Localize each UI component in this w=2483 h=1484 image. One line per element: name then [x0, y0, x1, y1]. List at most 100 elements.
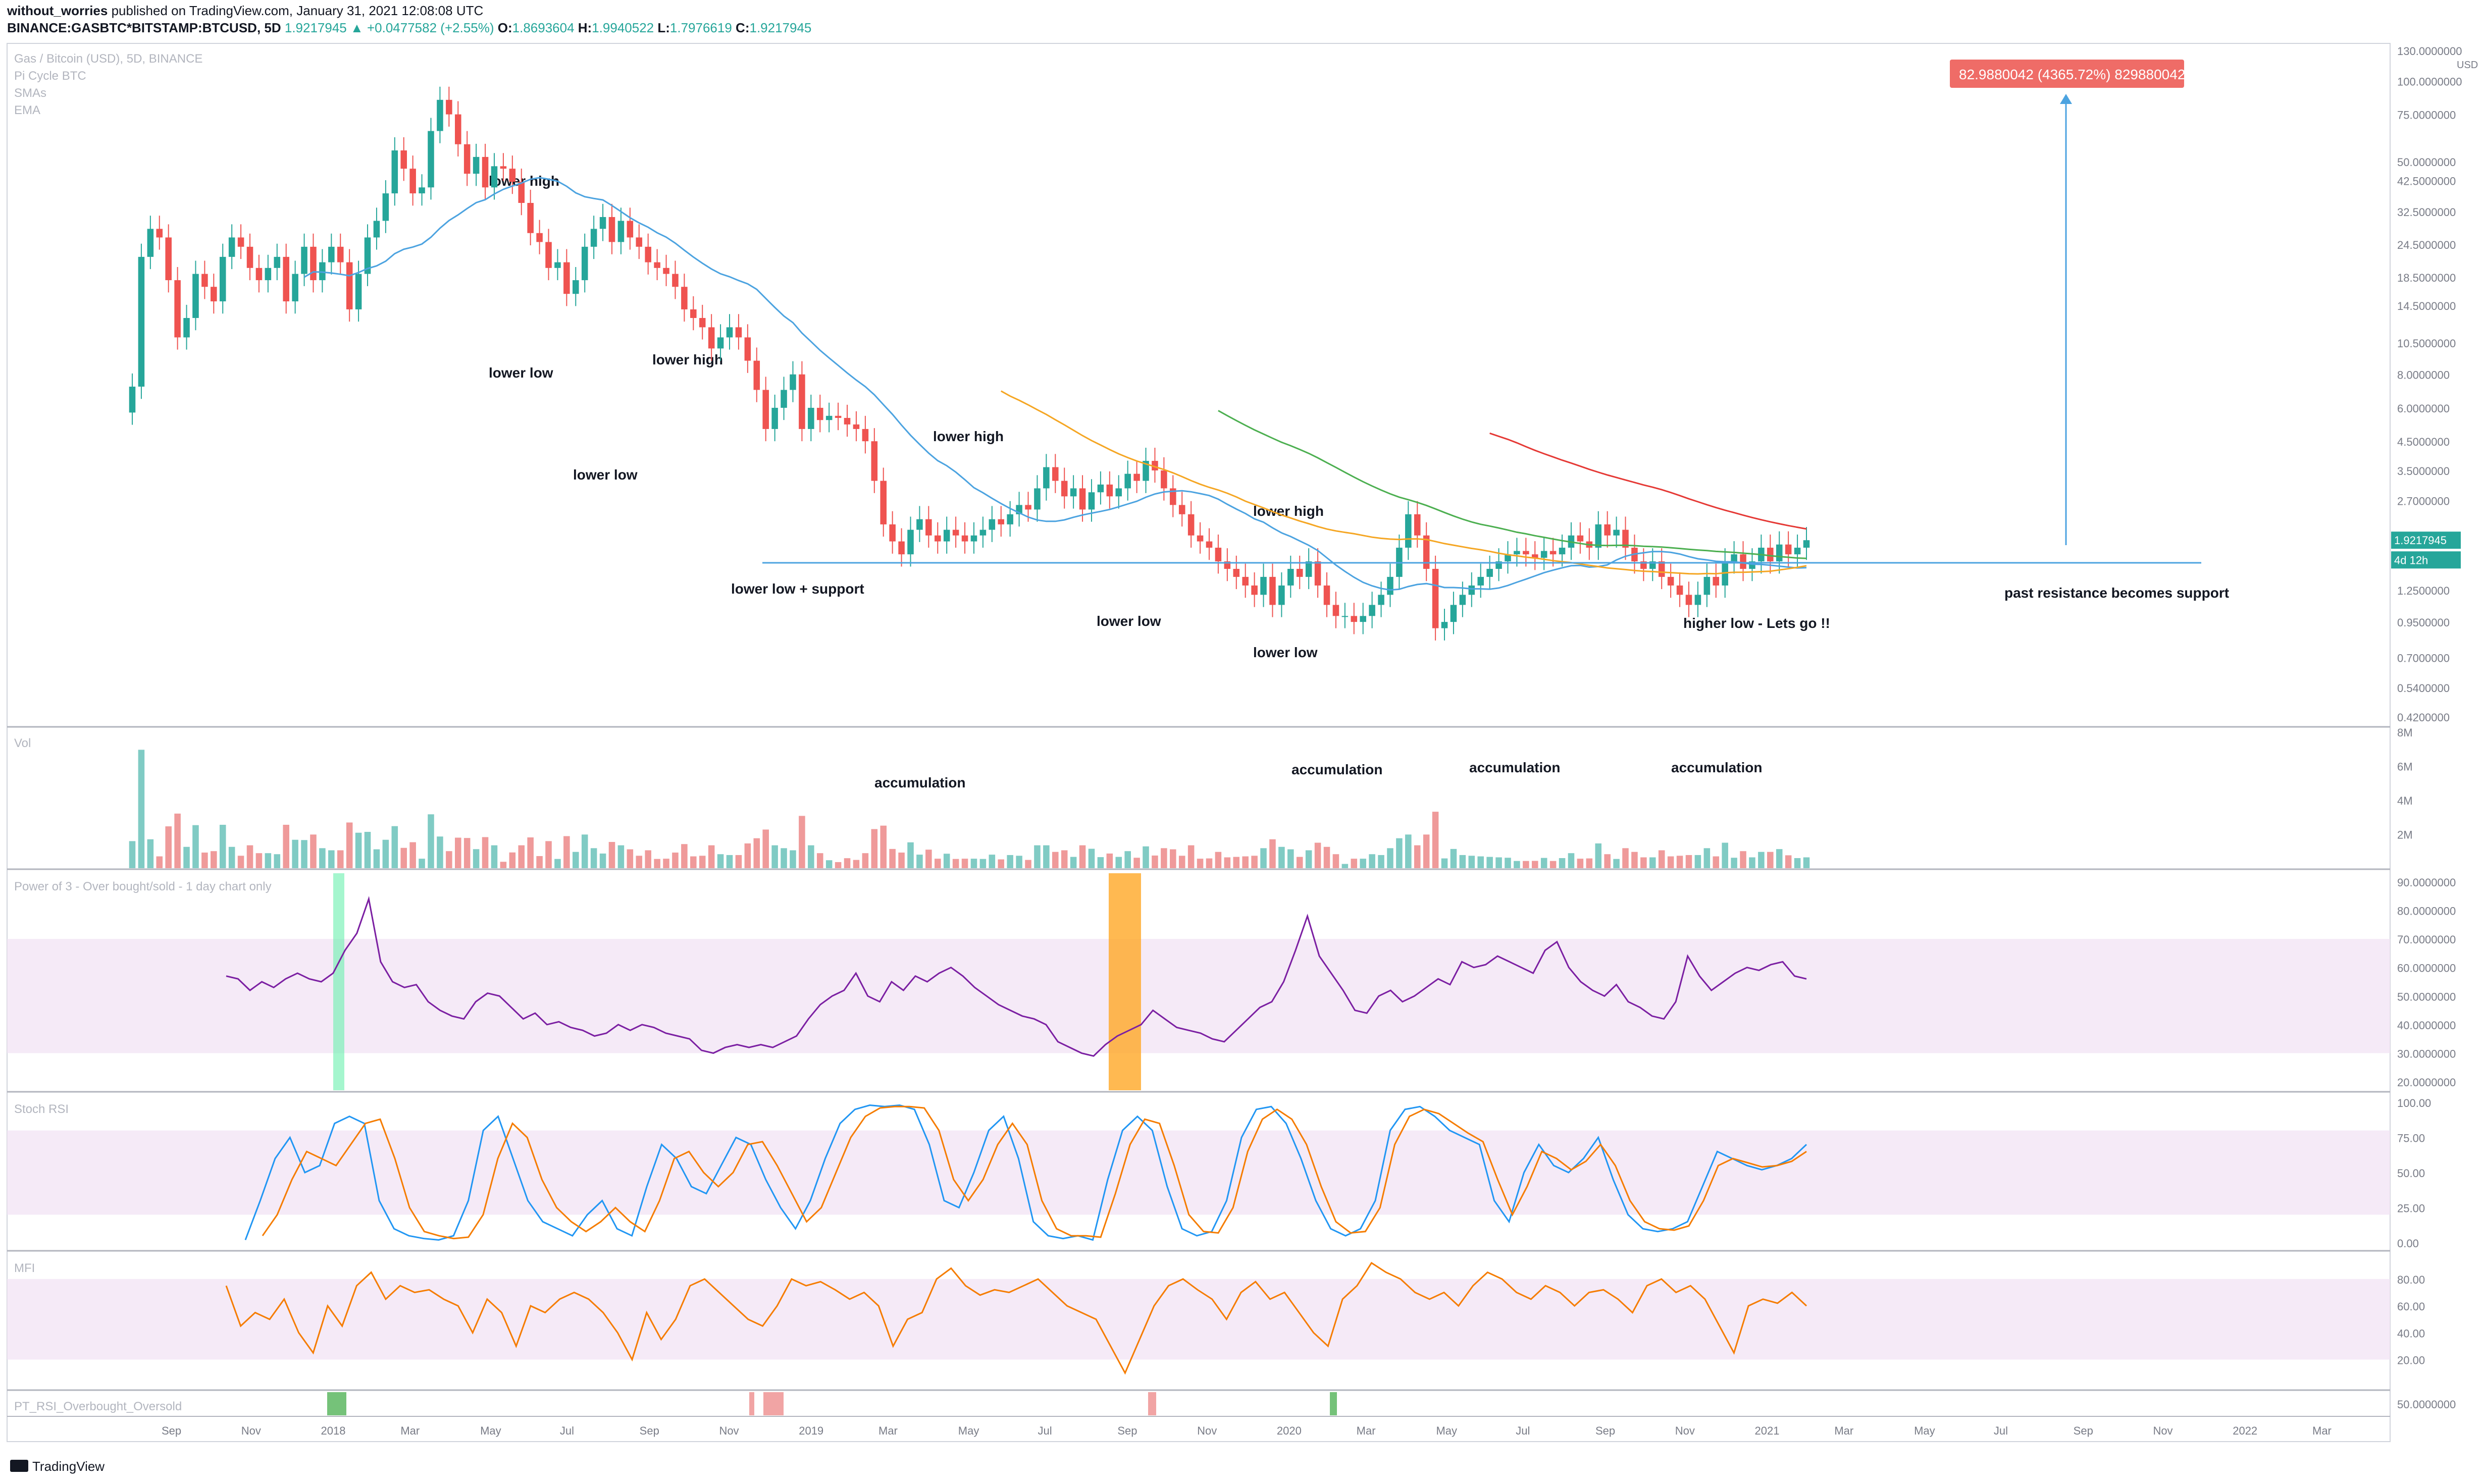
candle-body [518, 182, 525, 203]
author-name[interactable]: without_worries [7, 3, 108, 18]
volume-bar [1803, 857, 1810, 868]
volume-bar [219, 825, 226, 868]
candle-body [1088, 492, 1095, 510]
candle-body [346, 262, 353, 309]
volume-bar [599, 853, 606, 868]
volume-bar [1776, 849, 1783, 868]
volume-bar [970, 859, 977, 868]
volume-bar [364, 832, 371, 868]
candle-body [753, 360, 760, 390]
volume-bar [1432, 812, 1439, 868]
volume-bar [491, 845, 498, 868]
candle-body [554, 262, 561, 268]
volume-bar [1387, 848, 1393, 868]
volume-bar [1631, 852, 1638, 868]
legend-item-pi-cycle[interactable]: Pi Cycle BTC [14, 69, 86, 83]
time-tick-label: Sep [1117, 1424, 1137, 1437]
volume-bar [1622, 848, 1629, 868]
mfi-legend[interactable]: MFI [14, 1261, 35, 1275]
candle-body [1007, 514, 1013, 524]
tradingview-brand[interactable]: TradingView [32, 1459, 105, 1474]
volume-bar [292, 839, 298, 868]
annotation-lower-low-3: lower low [1097, 613, 1161, 629]
candle-body [364, 237, 371, 274]
time-tick-label: Jul [560, 1424, 574, 1437]
volume-bar [1586, 858, 1593, 868]
volume-bar [328, 850, 335, 868]
volume-bar [428, 814, 434, 868]
volume-bar [708, 845, 715, 868]
candle-body [219, 256, 226, 302]
volume-bar [573, 852, 579, 868]
vol-tick-label: 4M [2397, 794, 2413, 807]
candle-body [138, 256, 145, 387]
volume-bar [1106, 853, 1113, 868]
price-tick-label: 50.0000000 [2397, 156, 2456, 169]
sma-red-line [1489, 432, 1807, 530]
volume-bar [165, 826, 172, 868]
stoch-tick-label: 50.00 [2397, 1167, 2425, 1180]
candle-body [608, 217, 615, 242]
price-tick-label: 2.7000000 [2397, 495, 2450, 508]
power3-tick-label: 60.0000000 [2397, 962, 2456, 975]
legend-item-ema[interactable]: EMA [14, 103, 40, 117]
volume-bar [1278, 846, 1285, 868]
measure-badge[interactable] [1950, 60, 2184, 88]
power3-legend[interactable]: Power of 3 - Over bought/sold - 1 day ch… [14, 880, 272, 893]
candle-body [491, 166, 498, 188]
candle-body [255, 268, 263, 281]
candle-body [952, 529, 959, 536]
candle-body [1514, 551, 1520, 555]
stoch-k-line [244, 1104, 1807, 1241]
volume-bar [228, 846, 235, 868]
volume-bar [1115, 857, 1122, 868]
candle-body [228, 237, 235, 257]
symbol-name[interactable]: BINANCE:GASBTC*BITSTAMP:BTCUSD, 5D [7, 20, 281, 35]
volume-bar [1450, 849, 1457, 868]
volume-bar [1269, 839, 1276, 868]
candle-body [211, 287, 217, 302]
stoch-legend[interactable]: Stoch RSI [14, 1102, 69, 1116]
candle-body [816, 407, 823, 420]
volume-bar [1577, 859, 1584, 868]
publish-line: without_worries published on TradingView… [7, 3, 483, 19]
candle-body [1287, 569, 1294, 586]
candle-body [1178, 505, 1185, 514]
candle-body [1296, 569, 1303, 577]
pt-rsi-legend[interactable]: PT_RSI_Overbought_Oversold [14, 1400, 182, 1413]
time-tick-label: Sep [640, 1424, 659, 1437]
volume-bar [1034, 845, 1041, 868]
candle-body [328, 246, 335, 262]
candle-body [165, 237, 172, 281]
volume-bar [527, 837, 534, 868]
time-tick-label: Mar [2312, 1424, 2332, 1437]
candle-body [1441, 622, 1448, 628]
volume-bar [1052, 852, 1059, 868]
candle-body [1034, 488, 1041, 510]
volume-bar [1713, 856, 1720, 868]
volume-bar [138, 750, 145, 868]
candle-body [1432, 569, 1439, 628]
volume-bar [174, 813, 181, 868]
vol-legend[interactable]: Vol [14, 736, 31, 750]
candle-body [1414, 514, 1421, 536]
legend-item-smas[interactable]: SMAs [14, 86, 46, 100]
time-tick-label: Mar [1357, 1424, 1376, 1437]
candle-body [337, 246, 344, 262]
candle-body [147, 229, 154, 257]
volume-bar [1459, 855, 1466, 868]
time-tick-label: Jul [1038, 1424, 1052, 1437]
candle-body [735, 327, 742, 338]
volume-bar [1088, 849, 1095, 868]
volume-bar [1505, 858, 1511, 868]
time-tick-label: Nov [2153, 1424, 2172, 1437]
low-label: L: [657, 20, 670, 35]
candle-body [1332, 605, 1339, 616]
candle-body [1523, 551, 1529, 555]
volume-bar [274, 854, 281, 868]
volume-bar [337, 850, 344, 868]
candle-body [880, 481, 887, 524]
volume-bar [799, 816, 805, 868]
open-value: 1.8693604 [512, 20, 575, 35]
